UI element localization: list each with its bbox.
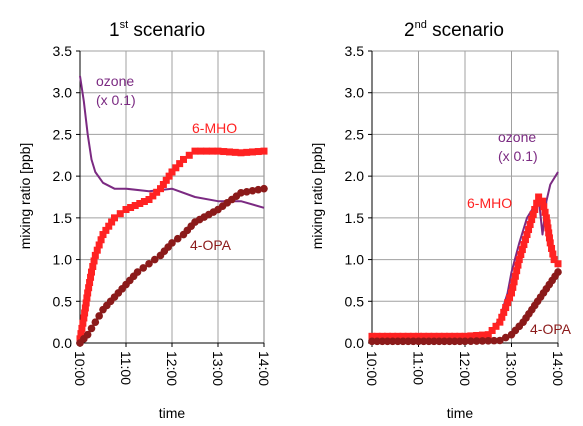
series-label-6-mho: 6-MHO	[192, 120, 237, 136]
x-tick-label: 10:00	[364, 351, 380, 386]
data-point	[555, 260, 562, 267]
series-label-ozone: ozone	[96, 73, 134, 89]
y-tick-label: 0.5	[53, 293, 73, 309]
y-tick-label: 3.0	[345, 85, 365, 101]
x-tick-label: 13:00	[504, 351, 520, 386]
y-tick-label: 1.0	[345, 252, 365, 268]
y-tick-label: 2.0	[53, 168, 73, 184]
x-tick-label: 12:00	[457, 351, 473, 386]
y-tick-label: 2.5	[345, 126, 365, 142]
series-label-ozone: (x 0.1)	[498, 148, 538, 164]
series-label-4-opa: 4-OPA	[530, 321, 572, 337]
y-tick-label: 1.5	[53, 210, 73, 226]
chart-title: 2nd scenario	[404, 19, 504, 41]
chart-title: 1st scenario	[109, 19, 205, 41]
x-axis-label: time	[447, 405, 474, 421]
y-tick-label: 0.0	[345, 335, 365, 351]
y-tick-label: 0.5	[345, 293, 365, 309]
y-tick-label: 1.5	[345, 210, 365, 226]
y-tick-label: 2.5	[53, 126, 73, 142]
x-tick-label: 14:00	[256, 351, 272, 386]
y-tick-label: 3.5	[345, 43, 365, 59]
data-point	[260, 185, 268, 193]
y-tick-label: 2.0	[345, 168, 365, 184]
x-tick-label: 11:00	[411, 351, 427, 385]
data-point	[261, 148, 268, 155]
y-tick-label: 3.0	[53, 85, 73, 101]
series-label-6-mho: 6-MHO	[467, 195, 512, 211]
x-tick-label: 14:00	[550, 351, 566, 386]
series-label-ozone: ozone	[498, 129, 536, 145]
chart-2nd-scenario: 2nd scenario mixing ratio [ppb] time 0.0…	[309, 19, 572, 421]
series-label-4-opa: 4-OPA	[190, 237, 232, 253]
y-axis-label: mixing ratio [ppb]	[17, 143, 33, 250]
x-tick-label: 10:00	[72, 351, 88, 386]
y-tick-label: 3.5	[53, 43, 73, 59]
data-point	[554, 268, 562, 276]
x-tick-label: 13:00	[210, 351, 226, 386]
y-axis-label: mixing ratio [ppb]	[309, 143, 325, 250]
chart-1st-scenario: 1st scenario mixing ratio [ppb] time 0.0…	[17, 19, 272, 421]
x-tick-label: 12:00	[164, 351, 180, 386]
series-label-ozone: (x 0.1)	[96, 92, 136, 108]
x-tick-label: 11:00	[118, 351, 134, 385]
data-point	[531, 206, 538, 213]
y-tick-label: 0.0	[53, 335, 73, 351]
x-axis-label: time	[159, 405, 186, 421]
y-tick-label: 1.0	[53, 252, 73, 268]
